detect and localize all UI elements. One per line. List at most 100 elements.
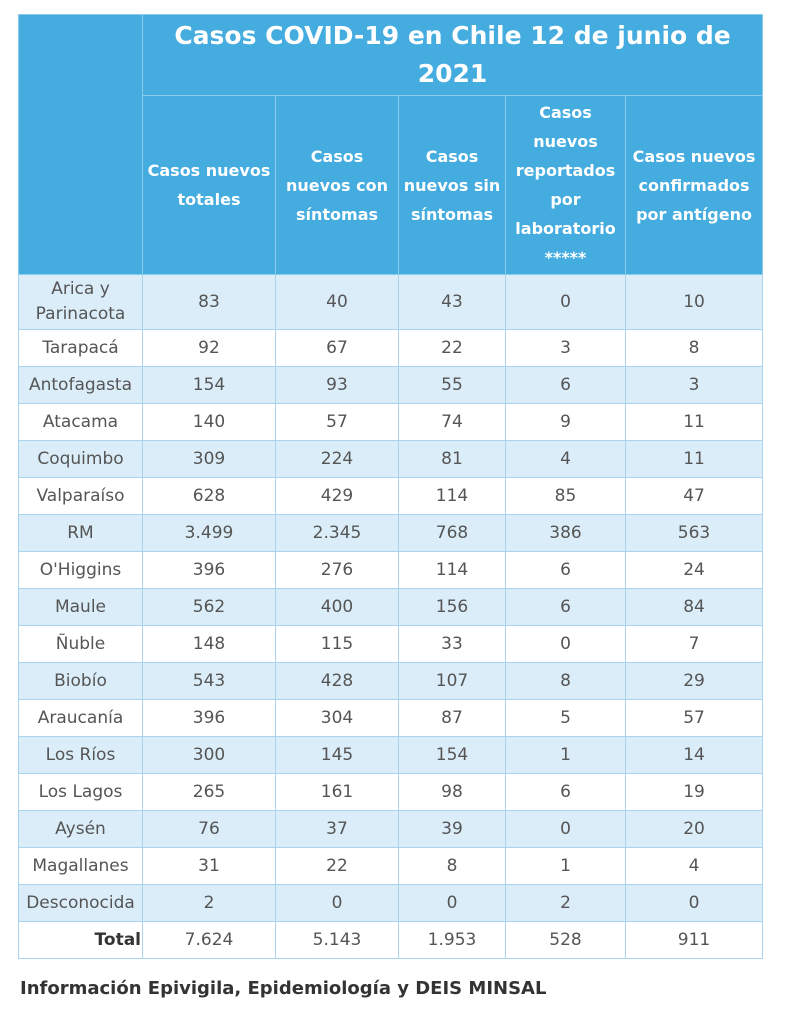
- total-cell: 528: [505, 921, 626, 959]
- value-cell: 6: [505, 551, 626, 589]
- value-cell: 224: [275, 440, 399, 478]
- value-cell: 114: [398, 551, 506, 589]
- table-row: Arica y Parinacota 83 40 43 0 10: [18, 274, 764, 330]
- value-cell: 5: [505, 699, 626, 737]
- value-cell: 2: [142, 884, 276, 922]
- value-cell: 400: [275, 588, 399, 626]
- value-cell: 8: [398, 847, 506, 885]
- value-cell: 0: [505, 810, 626, 848]
- table-row: Biobío 543 428 107 8 29: [18, 662, 764, 700]
- table-row: O'Higgins 396 276 114 6 24: [18, 551, 764, 589]
- value-cell: 300: [142, 736, 276, 774]
- value-cell: 0: [505, 625, 626, 663]
- column-header: Casos nuevos totales: [142, 95, 276, 275]
- region-cell: O'Higgins: [18, 551, 143, 589]
- value-cell: 57: [275, 403, 399, 441]
- value-cell: 22: [398, 329, 506, 367]
- value-cell: 145: [275, 736, 399, 774]
- region-cell: Biobío: [18, 662, 143, 700]
- value-cell: 140: [142, 403, 276, 441]
- value-cell: 98: [398, 773, 506, 811]
- value-cell: 47: [624, 477, 764, 515]
- value-cell: 3: [505, 329, 626, 367]
- value-cell: 628: [142, 477, 276, 515]
- source-note: Información Epivigila, Epidemiología y D…: [20, 978, 547, 999]
- value-cell: 83: [142, 274, 276, 330]
- value-cell: 562: [142, 588, 276, 626]
- value-cell: 156: [398, 588, 506, 626]
- total-row: Total 7.624 5.143 1.953 528 911: [18, 921, 764, 959]
- column-header: Casos nuevos con síntomas: [275, 95, 399, 275]
- value-cell: 20: [624, 810, 764, 848]
- table-row: RM 3.499 2.345 768 386 563: [18, 514, 764, 552]
- region-cell: Ñuble: [18, 625, 143, 663]
- value-cell: 6: [505, 588, 626, 626]
- value-cell: 3.499: [142, 514, 276, 552]
- region-cell: Valparaíso: [18, 477, 143, 515]
- total-cell: 5.143: [275, 921, 399, 959]
- value-cell: 10: [624, 274, 764, 330]
- value-cell: 3: [624, 366, 764, 404]
- value-cell: 1: [505, 847, 626, 885]
- value-cell: 0: [275, 884, 399, 922]
- value-cell: 114: [398, 477, 506, 515]
- table-row: Los Lagos 265 161 98 6 19: [18, 773, 764, 811]
- value-cell: 8: [624, 329, 764, 367]
- value-cell: 265: [142, 773, 276, 811]
- value-cell: 6: [505, 773, 626, 811]
- region-cell: Los Ríos: [18, 736, 143, 774]
- region-cell: Maule: [18, 588, 143, 626]
- value-cell: 84: [624, 588, 764, 626]
- value-cell: 93: [275, 366, 399, 404]
- value-cell: 563: [624, 514, 764, 552]
- value-cell: 154: [398, 736, 506, 774]
- title-row: Casos COVID-19 en Chile 12 de junio de 2…: [18, 14, 764, 275]
- value-cell: 40: [275, 274, 399, 330]
- value-cell: 148: [142, 625, 276, 663]
- table-row: Atacama 140 57 74 9 11: [18, 403, 764, 441]
- value-cell: 4: [505, 440, 626, 478]
- table-row: Aysén 76 37 39 0 20: [18, 810, 764, 848]
- table-row: Araucanía 396 304 87 5 57: [18, 699, 764, 737]
- header-row: Casos nuevos totales Casos nuevos con sín…: [19, 95, 764, 275]
- value-cell: 154: [142, 366, 276, 404]
- value-cell: 29: [624, 662, 764, 700]
- value-cell: 87: [398, 699, 506, 737]
- value-cell: 543: [142, 662, 276, 700]
- covid-table: Casos COVID-19 en Chile 12 de junio de 2…: [18, 14, 764, 959]
- value-cell: 396: [142, 699, 276, 737]
- value-cell: 14: [624, 736, 764, 774]
- table-row: Antofagasta 154 93 55 6 3: [18, 366, 764, 404]
- table-row: Maule 562 400 156 6 84: [18, 588, 764, 626]
- total-cell: 7.624: [142, 921, 276, 959]
- value-cell: 74: [398, 403, 506, 441]
- region-cell: Magallanes: [18, 847, 143, 885]
- region-cell: Araucanía: [18, 699, 143, 737]
- value-cell: 11: [624, 440, 764, 478]
- table-row: Desconocida 2 0 0 2 0: [18, 884, 764, 922]
- value-cell: 309: [142, 440, 276, 478]
- value-cell: 768: [398, 514, 506, 552]
- region-cell: Tarapacá: [18, 329, 143, 367]
- value-cell: 429: [275, 477, 399, 515]
- region-cell: Antofagasta: [18, 366, 143, 404]
- value-cell: 107: [398, 662, 506, 700]
- value-cell: 6: [505, 366, 626, 404]
- table-body: Arica y Parinacota 83 40 43 0 10 Tarapacá 92 67 2…: [18, 274, 764, 959]
- column-header: Casos nuevos reportados por laboratorio …: [505, 95, 626, 275]
- total-cell: 1.953: [398, 921, 506, 959]
- region-cell: Atacama: [18, 403, 143, 441]
- value-cell: 85: [505, 477, 626, 515]
- region-cell: Arica y Parinacota: [18, 274, 143, 330]
- value-cell: 386: [505, 514, 626, 552]
- value-cell: 11: [624, 403, 764, 441]
- value-cell: 115: [275, 625, 399, 663]
- value-cell: 92: [142, 329, 276, 367]
- region-cell: RM: [18, 514, 143, 552]
- value-cell: 19: [624, 773, 764, 811]
- value-cell: 0: [624, 884, 764, 922]
- table-row: Coquimbo 309 224 81 4 11: [18, 440, 764, 478]
- value-cell: 0: [398, 884, 506, 922]
- column-header: Casos nuevos sin síntomas: [398, 95, 506, 275]
- value-cell: 276: [275, 551, 399, 589]
